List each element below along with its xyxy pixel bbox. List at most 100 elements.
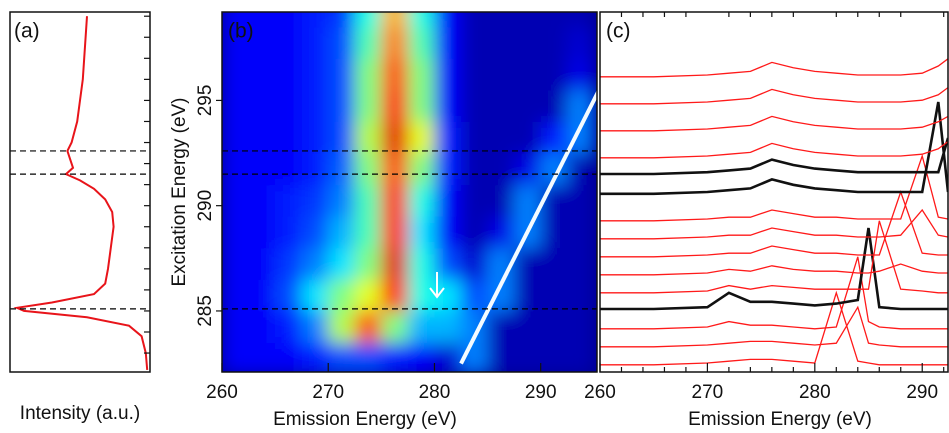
y-tick-label: 290 — [195, 190, 216, 222]
y-axis-label: Excitation Energy (eV) — [169, 97, 190, 286]
heatmap-cell — [461, 12, 489, 28]
heatmap-cell — [487, 121, 515, 154]
heatmap-cell — [301, 342, 329, 372]
heatmap-cell — [514, 58, 542, 91]
heatmap-cell — [328, 184, 356, 217]
spectrum — [600, 58, 948, 78]
heatmap-cell — [567, 12, 595, 28]
heatmap-cell — [248, 216, 276, 249]
spectrum — [600, 137, 948, 176]
heatmap-cell — [407, 310, 435, 344]
heatmap-cell — [487, 58, 515, 91]
heatmap-cell — [222, 58, 250, 91]
heatmap-cell — [301, 26, 329, 59]
x-axis-label: Emission Energy (eV) — [688, 409, 872, 430]
panel-label: (b) — [228, 20, 254, 43]
heatmap-cell — [222, 216, 250, 249]
heatmap-cell — [381, 26, 409, 59]
heatmap-cell — [514, 279, 542, 312]
heatmap-cell — [514, 342, 542, 372]
heatmap-cell — [381, 247, 409, 280]
heatmap-cell — [567, 216, 595, 249]
spectrum — [600, 141, 948, 159]
heatmap-cell — [354, 12, 382, 28]
heatmap-cell — [222, 12, 250, 28]
heatmap-cell — [540, 216, 568, 249]
heatmap-cell — [540, 310, 568, 344]
heatmap-cell — [301, 216, 329, 249]
heatmap-cell — [222, 279, 250, 312]
heatmap-cell — [461, 279, 489, 312]
heatmap-cell — [248, 153, 276, 186]
heatmap-cell — [301, 121, 329, 154]
heatmap-cell — [407, 12, 435, 28]
heatmap-cell — [434, 247, 462, 280]
heatmap-cell — [248, 89, 276, 122]
x-tick-label: 260 — [584, 382, 616, 403]
heatmap-cell — [434, 216, 462, 249]
heatmap-cell — [354, 153, 382, 186]
arrow — [429, 272, 445, 299]
heatmap-cell — [275, 12, 303, 28]
heatmap-cell — [328, 310, 356, 344]
heatmap-cell — [434, 121, 462, 154]
heatmap-cell — [354, 184, 382, 217]
heatmap-cell — [354, 310, 382, 344]
heatmap-cell — [328, 121, 356, 154]
spectrum — [600, 208, 948, 240]
heatmap-cell — [222, 153, 250, 186]
heatmap-cell — [248, 26, 276, 59]
heatmap-cell — [514, 310, 542, 344]
panel-c-plot — [600, 58, 948, 366]
heatmap-cell — [275, 342, 303, 372]
heatmap-cell — [301, 247, 329, 280]
heatmap-cell — [567, 342, 595, 372]
heatmap-cell — [381, 121, 409, 154]
heatmap-cell — [567, 184, 595, 217]
heatmap-cell — [328, 279, 356, 312]
heatmap-cell — [567, 310, 595, 344]
heatmap-cell — [275, 247, 303, 280]
heatmap-cell — [461, 153, 489, 186]
heatmap-cell — [275, 184, 303, 217]
heatmap-cell — [354, 89, 382, 122]
panel-a-plot — [10, 16, 150, 370]
heatmap-cell — [461, 121, 489, 154]
heatmap-cell — [514, 121, 542, 154]
heatmap-cell — [487, 310, 515, 344]
heatmap-cell — [248, 279, 276, 312]
heatmap-cell — [461, 184, 489, 217]
panel-b-plot — [222, 12, 597, 372]
heatmap-cell — [487, 342, 515, 372]
heatmap-cell — [407, 58, 435, 91]
spectrum — [600, 87, 948, 105]
spectrum — [600, 305, 948, 348]
heatmap-cell — [222, 121, 250, 154]
heatmap-cell — [567, 58, 595, 91]
spectrum — [600, 190, 948, 258]
heatmap-cell — [381, 89, 409, 122]
heatmap-cell — [434, 89, 462, 122]
heatmap-cell — [301, 310, 329, 344]
heatmap-cell — [540, 12, 568, 28]
heatmap-cell — [487, 216, 515, 249]
x-tick-label: 290 — [525, 382, 557, 403]
heatmap-cell — [514, 26, 542, 59]
axes: 260 270 280 290 285 290 295 260 270 280 290 — [144, 12, 945, 403]
heatmap-cell — [461, 247, 489, 280]
heatmap-cell — [540, 58, 568, 91]
heatmap-cell — [381, 153, 409, 186]
x-tick-label: 280 — [419, 382, 451, 403]
heatmap-cell — [540, 342, 568, 372]
spectrum — [600, 220, 948, 294]
heatmap-cell — [407, 26, 435, 59]
heatmap-cell — [222, 184, 250, 217]
heatmap-cell — [514, 153, 542, 186]
heatmap-cell — [461, 216, 489, 249]
heatmap-cell — [222, 247, 250, 280]
panel-b-frame — [221, 11, 598, 373]
heatmap-cell — [275, 153, 303, 186]
heatmap-cell — [461, 26, 489, 59]
heatmap-cell — [275, 89, 303, 122]
